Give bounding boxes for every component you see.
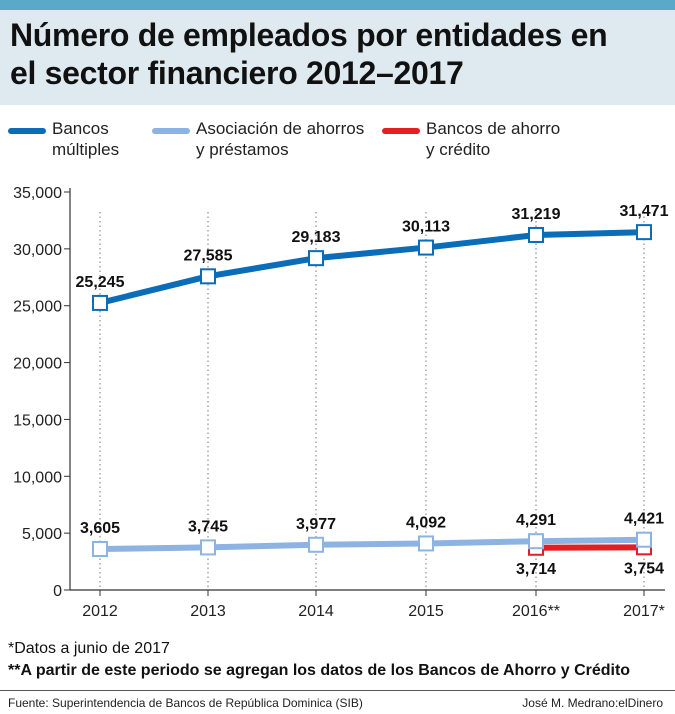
data-label: 31,219 xyxy=(512,206,561,223)
x-tick-label: 2012 xyxy=(82,603,118,620)
x-tick-label: 2013 xyxy=(190,603,226,620)
data-label: 27,585 xyxy=(184,247,233,264)
data-label: 29,183 xyxy=(292,229,341,246)
legend-label-line: y crédito xyxy=(426,139,626,160)
chart-title-line-1: Número de empleados por entidades en xyxy=(10,16,660,54)
series-line-0 xyxy=(100,232,644,303)
footnote-2: **A partir de este periodo se agregan lo… xyxy=(8,660,630,682)
data-label: 3,714 xyxy=(516,561,556,578)
data-label: 25,245 xyxy=(76,274,125,291)
data-point-marker xyxy=(309,251,323,265)
data-point-marker xyxy=(419,241,433,255)
data-point-marker xyxy=(419,536,433,550)
legend-label: Asociación de ahorros y préstamos xyxy=(196,118,436,160)
y-tick-label: 0 xyxy=(53,583,62,600)
legend-swatch xyxy=(152,128,190,134)
legend-label-line: y préstamos xyxy=(196,139,436,160)
data-point-marker xyxy=(529,534,543,548)
source-text: Fuente: Superintendencia de Bancos de Re… xyxy=(8,696,363,710)
data-point-marker xyxy=(201,540,215,554)
x-tick-label: 2015 xyxy=(408,603,444,620)
footnotes: *Datos a junio de 2017 **A partir de est… xyxy=(8,638,630,682)
y-tick-label: 20,000 xyxy=(13,356,62,373)
data-point-marker xyxy=(529,228,543,242)
y-tick-label: 30,000 xyxy=(13,242,62,259)
y-tick-label: 5,000 xyxy=(22,526,62,543)
data-point-marker xyxy=(93,542,107,556)
data-point-marker xyxy=(637,225,651,239)
chart-title-line-2: el sector financiero 2012–2017 xyxy=(10,54,660,92)
footnote-1: *Datos a junio de 2017 xyxy=(8,638,630,660)
legend: Bancos múltiples Asociación de ahorros y… xyxy=(0,118,675,178)
data-label: 3,977 xyxy=(296,516,336,533)
data-label: 4,291 xyxy=(516,512,556,529)
y-tick-label: 10,000 xyxy=(13,469,62,486)
data-label: 30,113 xyxy=(402,219,450,236)
footer: Fuente: Superintendencia de Bancos de Re… xyxy=(0,690,675,714)
data-label: 3,754 xyxy=(624,560,664,577)
data-label: 3,745 xyxy=(188,518,228,535)
data-point-marker xyxy=(637,533,651,547)
data-point-marker xyxy=(309,538,323,552)
data-label: 31,471 xyxy=(620,203,669,220)
data-label: 4,421 xyxy=(624,511,664,528)
line-chart: 0 5,000 10,000 15,000 20,000 25,000 30,000 35,0… xyxy=(0,178,675,634)
x-tick-label: 2016** xyxy=(512,603,560,620)
top-accent-bar xyxy=(0,0,675,10)
legend-swatch xyxy=(382,128,420,134)
legend-label-line: Bancos de ahorro xyxy=(426,118,626,139)
x-tick-label: 2017* xyxy=(623,603,665,620)
y-tick-label: 25,000 xyxy=(13,299,62,316)
data-point-marker xyxy=(201,269,215,283)
data-label: 3,605 xyxy=(80,520,120,537)
credit-text: José M. Medrano:elDinero xyxy=(522,696,663,710)
data-label: 4,092 xyxy=(406,514,446,531)
y-tick-label: 35,000 xyxy=(13,185,62,202)
chart-title: Número de empleados por entidades en el … xyxy=(10,16,660,92)
legend-label: Bancos de ahorro y crédito xyxy=(426,118,626,160)
legend-swatch xyxy=(8,128,46,134)
data-point-marker xyxy=(93,296,107,310)
x-tick-label: 2014 xyxy=(298,603,334,620)
y-tick-label: 15,000 xyxy=(13,412,62,429)
